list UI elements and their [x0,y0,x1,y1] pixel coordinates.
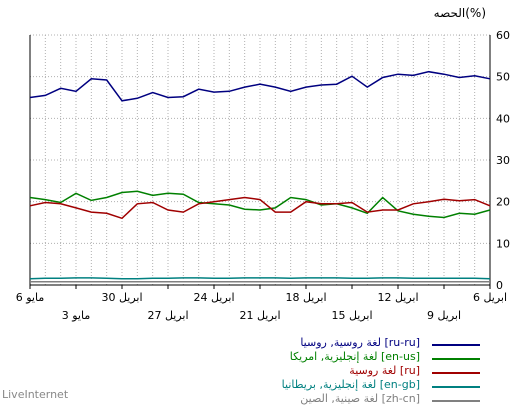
y-tick-label: 10 [496,237,510,250]
legend-swatch [432,358,480,360]
x-tick-label: 12 ابريل [377,291,418,304]
x-tick-label: 21 ابريل [239,309,280,322]
axes [29,35,491,289]
y-tick-labels: 0 10 20 30 40 50 60 [496,29,510,292]
legend-swatch [432,344,480,346]
x-tick-label: 3 مايو [62,309,91,322]
x-tick-label: 6 مايو [16,291,45,304]
y-tick-label: 50 [496,71,510,84]
y-tick-label: 30 [496,154,510,167]
legend-item: لغة إنجليزية, امريكا [en-us] [0,350,520,368]
legend-item: لغة إنجليزية, بريطانيا [en-gb] [0,378,520,396]
legend-label: لغة روسية [ru] [349,364,420,377]
series-line-2 [29,196,491,220]
y-tick-label: 20 [496,196,510,209]
legend-item: لغة روسية, روسيا [ru-ru] [0,336,520,354]
brand-label: LiveInternet [2,388,69,401]
x-tick-labels: 6 ابريل 9 ابريل 12 ابريل 15 ابريل 18 ابريل 21… [16,291,507,322]
x-tick-label: 30 ابريل [101,291,142,304]
grid [29,34,491,286]
y-tick-label: 60 [496,29,510,42]
legend-swatch [432,372,480,374]
series-line-1 [29,190,491,219]
x-tick-label: 15 ابريل [331,309,372,322]
x-tick-label: 18 ابريل [285,291,326,304]
x-tick-label: 9 ابريل [427,309,461,322]
legend-label: لغة روسية, روسيا [ru-ru] [300,336,420,349]
y-axis-title: الحصه(%) [434,6,486,20]
x-tick-label: 6 ابريل [473,291,507,304]
legend-swatch [432,400,480,402]
legend-label: لغة إنجليزية, بريطانيا [en-gb] [281,378,420,391]
series-line-0 [29,70,491,102]
legend-item: لغة صينية, الصين [zh-cn] [0,392,520,410]
series-line-3 [29,277,491,280]
line-chart: الحصه(%) 0 10 20 30 40 50 60 6 ابريل 9 ابريل 12 … [16,6,510,322]
legend-label: لغة صينية, الصين [zh-cn] [300,392,420,405]
y-tick-label: 0 [496,279,503,292]
legend-label: لغة إنجليزية, امريكا [en-us] [289,350,420,363]
y-tick-label: 40 [496,112,510,125]
series-lines [29,70,491,283]
x-tick-label: 24 ابريل [193,291,234,304]
legend-item: لغة روسية [ru] [0,364,520,382]
legend-swatch [432,386,480,388]
x-tick-label: 27 ابريل [147,309,188,322]
